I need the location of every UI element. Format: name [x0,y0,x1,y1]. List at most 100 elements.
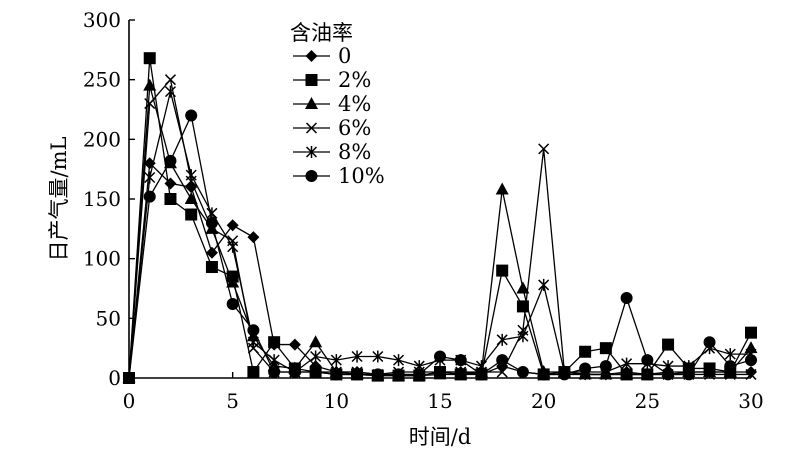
y-tick-label: 200 [83,127,121,151]
data-point-asterisk [144,171,156,184]
data-point-circle [371,368,384,381]
x-tick-label: 15 [427,389,452,413]
axes [128,20,751,379]
data-point-triangle [516,281,530,294]
x-tick-label: 30 [738,389,763,413]
legend-label: 8% [338,140,371,164]
legend-marker-square [305,74,318,86]
y-axis-title: 日产气量/mL [47,136,71,261]
legend-marker-x [305,122,318,134]
legend-marker-triangle [305,97,318,109]
series-0 [123,157,757,384]
data-point-circle [247,324,260,337]
data-point-circle [330,368,343,381]
data-point-asterisk [247,336,259,349]
legend-marker-diamond [305,50,318,62]
legend: 含油率 02%4%6%8%10% [290,21,385,188]
data-point-asterisk [393,354,405,367]
data-point-circle [641,354,654,367]
x-tick-label: 10 [324,389,349,413]
series-1 [123,52,757,384]
data-point-square [247,366,260,379]
data-point-diamond [205,246,218,259]
legend-marker-asterisk [305,146,318,158]
data-point-x [496,366,508,378]
legend-item: 4% [293,92,371,116]
data-point-triangle [495,182,509,195]
data-point-circle [226,298,239,311]
legend-label: 4% [338,92,371,116]
data-point-circle [599,360,612,373]
ticks: 0 50 100 150 200 250 300 0 5 10 15 20 25 30 [83,8,764,413]
data-point-circle [662,368,675,381]
data-point-asterisk [517,330,529,343]
data-point-circle [537,368,550,381]
series-line [128,85,752,379]
data-point-circle [143,190,156,203]
data-point-asterisk [724,348,736,361]
x-axis-title: 时间/d [409,425,472,449]
data-point-circle [724,360,737,373]
data-point-circle [123,372,135,384]
y-tick-label: 250 [83,68,121,92]
data-point-circle [351,368,364,381]
data-point-diamond [226,219,239,232]
data-point-x [641,368,653,380]
data-point-x [745,368,757,380]
data-point-asterisk [496,333,508,346]
data-point-asterisk [538,278,550,291]
x-tick-label: 5 [226,389,239,413]
data-point-circle [434,350,446,363]
legend-item: 10% [293,164,385,188]
data-point-asterisk [310,350,322,363]
series-5 [123,109,757,384]
legend-item: 0 [293,44,351,68]
data-point-circle [309,366,322,379]
data-point-x [621,368,633,380]
series-3 [123,74,757,384]
data-point-asterisk [372,350,384,363]
data-point-circle [454,354,467,367]
data-point-circle [745,354,757,367]
data-point-triangle [454,367,468,380]
legend-label: 0 [338,44,351,68]
legend-item: 6% [293,116,371,140]
legend-label: 10% [338,164,385,188]
data-point-asterisk [621,357,633,370]
data-point-square [579,345,592,358]
data-point-circle [620,292,633,305]
data-point-square [143,52,156,65]
y-tick-label: 100 [83,247,121,271]
series-line [128,161,751,379]
data-point-asterisk [268,354,280,367]
series-2 [122,78,758,383]
data-point-square [745,326,757,339]
data-point-circle [579,362,592,375]
data-point-circle [496,354,509,367]
y-tick-label: 50 [96,306,121,330]
data-point-asterisk [351,350,363,363]
series-line [128,113,752,379]
data-point-diamond [745,366,757,379]
data-point-asterisk [227,240,239,253]
data-point-diamond [288,338,301,351]
data-point-circle [288,366,301,379]
x-tick-label: 20 [531,389,556,413]
data-point-circle [558,368,571,381]
y-tick-label: 150 [83,187,121,211]
data-point-x [724,368,736,380]
legend-label: 6% [338,116,371,140]
series [122,52,758,384]
data-point-square [599,342,612,355]
data-point-circle [413,368,426,381]
data-point-square [496,264,509,277]
data-point-circle [682,368,695,381]
data-point-square [164,193,177,205]
y-tick-label: 300 [83,8,121,32]
data-point-square [185,208,198,221]
data-point-triangle [309,335,323,348]
data-point-x [704,368,716,380]
data-point-asterisk [330,354,342,367]
legend-marker-circle [305,170,318,182]
